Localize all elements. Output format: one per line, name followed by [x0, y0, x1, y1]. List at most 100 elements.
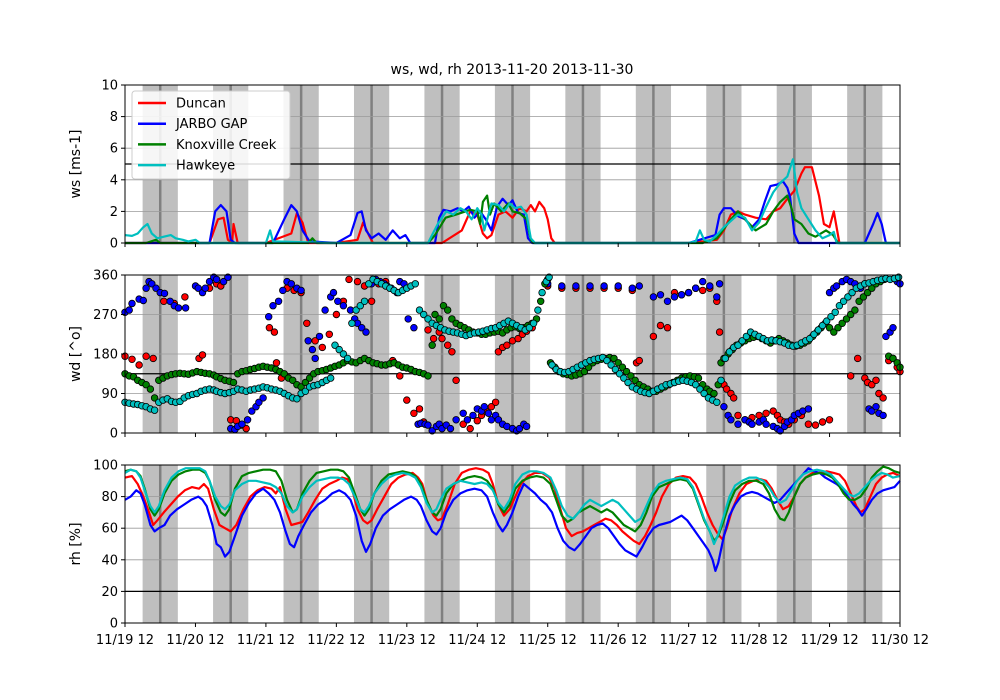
- wd-point-hawkeye: [835, 302, 844, 310]
- legend-label: Hawkeye: [176, 159, 235, 174]
- wd-point-hawkeye: [525, 324, 534, 332]
- wd-point-jarbo-gap: [181, 304, 190, 312]
- wd-point-jarbo-gap: [255, 398, 263, 406]
- wd-point-duncan: [663, 324, 672, 332]
- chart-title: ws, wd, rh 2013-11-20 2013-11-30: [391, 62, 634, 78]
- wd-point-duncan: [459, 420, 467, 428]
- wd-point-duncan: [818, 418, 827, 426]
- wd-point-jarbo-gap: [311, 354, 319, 363]
- wd-point-jarbo-gap: [259, 394, 267, 402]
- wd-point-hawkeye: [411, 280, 419, 288]
- wd-point-jarbo-gap: [428, 427, 436, 435]
- wd-point-jarbo-gap: [889, 324, 897, 332]
- wd-point-duncan: [242, 424, 250, 433]
- wd-point-knoxville-creek: [627, 372, 635, 380]
- wd-point-hawkeye: [365, 280, 373, 288]
- rh-series-hawkeye: [124, 467, 901, 546]
- wd-point-knoxville-creek: [439, 302, 448, 310]
- wd-point-jarbo-gap: [706, 282, 714, 290]
- wd-point-hawkeye: [603, 356, 611, 365]
- wd-point-jarbo-gap: [128, 299, 136, 308]
- wd-point-jarbo-gap: [670, 293, 679, 301]
- wd-ytick-label: 0: [110, 427, 118, 442]
- wd-point-jarbo-gap: [358, 324, 366, 332]
- wd-point-jarbo-gap: [219, 277, 228, 286]
- wd-point-duncan: [438, 334, 446, 343]
- wd-point-duncan: [448, 348, 456, 356]
- wd-point-duncan: [491, 398, 500, 406]
- wd-point-hawkeye: [331, 341, 339, 349]
- wd-point-knoxville-creek: [622, 367, 631, 376]
- wd-point-knoxville-creek: [842, 315, 851, 323]
- wd-ytick-label: 360: [93, 269, 118, 284]
- wd-point-duncan: [452, 376, 460, 384]
- wd-point-hawkeye: [545, 273, 553, 281]
- wd-point-duncan: [160, 297, 168, 305]
- wd-point-duncan: [303, 319, 311, 327]
- wd-point-knoxville-creek: [424, 372, 432, 380]
- wd-point-duncan: [847, 372, 855, 380]
- wd-point-hawkeye: [301, 387, 310, 395]
- wd-point-duncan: [473, 417, 481, 425]
- wd-point-duncan: [825, 416, 834, 424]
- wd-point-jarbo-gap: [152, 284, 160, 292]
- xtick-label: 11/20 12: [166, 633, 224, 648]
- xtick-label: 11/21 12: [237, 633, 295, 648]
- wd-point-jarbo-gap: [832, 282, 841, 290]
- wd-point-hawkeye: [415, 306, 424, 314]
- wd-point-jarbo-gap: [727, 416, 735, 424]
- wd-point-jarbo-gap: [628, 284, 636, 292]
- wd-point-jarbo-gap: [269, 302, 277, 310]
- wd-point-knoxville-creek: [444, 306, 452, 314]
- wd-point-jarbo-gap: [248, 407, 256, 415]
- wd-point-knoxville-creek: [301, 378, 310, 387]
- wd-point-duncan: [415, 405, 424, 413]
- xtick-label: 11/22 12: [307, 633, 365, 648]
- wd-point-knoxville-creek: [610, 354, 618, 363]
- wd-point-duncan: [699, 286, 707, 295]
- wd-point-knoxville-creek: [428, 341, 436, 349]
- wd-point-jarbo-gap: [692, 284, 700, 292]
- wd-point-jarbo-gap: [166, 297, 174, 305]
- legend-label: Duncan: [176, 97, 226, 112]
- wd-point-jarbo-gap: [243, 416, 252, 424]
- ws-ylabel: ws [ms-1]: [68, 129, 84, 198]
- wd-point-jarbo-gap: [586, 282, 594, 290]
- wd-point-hawkeye: [335, 345, 343, 354]
- wd-point-hawkeye: [827, 313, 835, 321]
- wd-point-jarbo-gap: [776, 427, 784, 435]
- wd-point-jarbo-gap: [452, 416, 460, 424]
- wd-point-hawkeye: [607, 361, 615, 369]
- wd-point-jarbo-gap: [872, 403, 880, 411]
- wd-point-jarbo-gap: [522, 422, 531, 431]
- wd-point-knoxville-creek: [618, 363, 627, 371]
- wd-point-jarbo-gap: [304, 337, 312, 345]
- wd-point-jarbo-gap: [734, 420, 742, 428]
- wd-point-hawkeye: [725, 348, 734, 356]
- wd-point-knoxville-creek: [289, 376, 297, 384]
- wd-point-duncan: [265, 324, 274, 332]
- wd-point-jarbo-gap: [715, 280, 724, 288]
- wd-point-hawkeye: [717, 376, 725, 384]
- wd-point-jarbo-gap: [649, 293, 658, 301]
- wd-point-duncan: [656, 321, 665, 330]
- wd-point-hawkeye: [356, 302, 364, 310]
- wd-point-jarbo-gap: [635, 282, 643, 290]
- wd-point-duncan: [198, 351, 207, 359]
- wd-point-jarbo-gap: [339, 302, 348, 310]
- wd-point-hawkeye: [343, 354, 352, 363]
- wd-point-knoxville-creek: [694, 374, 703, 382]
- wd-point-knoxville-creek: [537, 297, 545, 305]
- wd-point-duncan: [270, 328, 279, 336]
- wd-point-hawkeye: [839, 297, 848, 305]
- wd-point-hawkeye: [734, 341, 742, 349]
- wd-point-hawkeye: [529, 319, 538, 327]
- wd-point-jarbo-gap: [174, 304, 183, 312]
- wd-point-duncan: [403, 396, 411, 404]
- wd-point-knoxville-creek: [614, 359, 622, 367]
- wd-point-hawkeye: [624, 378, 632, 387]
- wd-point-duncan: [635, 356, 643, 365]
- wd-point-knoxville-creek: [580, 367, 589, 376]
- xtick-label: 11/26 12: [589, 633, 647, 648]
- wd-point-jarbo-gap: [274, 297, 283, 305]
